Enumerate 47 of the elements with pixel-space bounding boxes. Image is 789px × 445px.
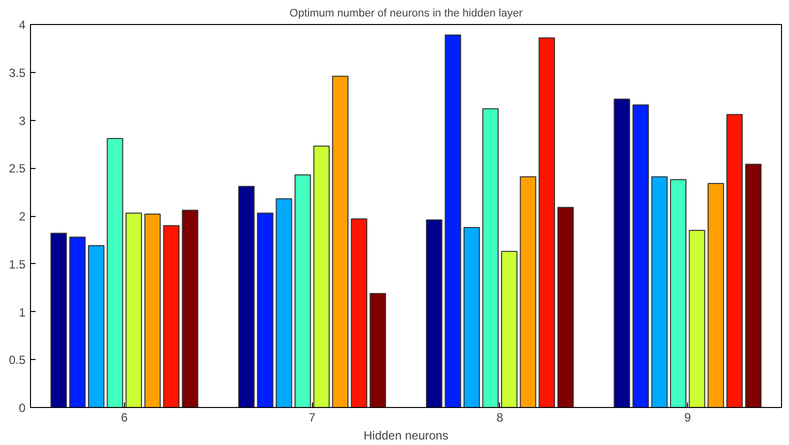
y-tick-label: 1.5 <box>8 257 26 272</box>
bar <box>520 176 536 408</box>
bar <box>370 293 386 408</box>
bar <box>313 146 330 408</box>
bar <box>144 214 161 408</box>
bar <box>726 114 743 408</box>
bar <box>688 230 706 408</box>
bar <box>182 210 198 408</box>
y-tick-label: 4 <box>18 18 26 32</box>
bar <box>557 206 574 408</box>
bar <box>256 212 274 408</box>
y-tick-label: 2.5 <box>8 162 26 176</box>
bar <box>332 76 348 408</box>
bar <box>50 232 67 408</box>
bar <box>651 176 668 408</box>
bar <box>708 182 724 408</box>
x-tick-label: 7 <box>308 410 316 424</box>
bar <box>126 212 142 408</box>
x-axis-title: Hidden neurons <box>364 428 448 442</box>
bar <box>69 236 86 408</box>
bar <box>426 219 442 408</box>
y-tick-label: 1 <box>18 305 26 320</box>
bar <box>294 174 311 408</box>
y-tick-label: 3.5 <box>8 66 26 80</box>
chart-title: Optimum number of neurons in the hidden layer <box>290 8 523 20</box>
bar <box>670 179 686 408</box>
bar <box>482 108 499 408</box>
x-tick-label: 8 <box>496 410 504 424</box>
y-tick-label: 2 <box>18 210 26 224</box>
y-tick-label: 0 <box>18 401 26 415</box>
bar <box>88 245 104 408</box>
bar <box>501 250 518 408</box>
bar <box>350 218 368 408</box>
y-tick-label: 0.5 <box>8 353 26 368</box>
bar <box>106 138 124 408</box>
x-tick-label: 9 <box>684 410 692 424</box>
bar <box>464 226 480 408</box>
bar <box>444 34 462 408</box>
bar <box>163 225 180 408</box>
bar <box>745 164 762 408</box>
bar <box>276 198 292 408</box>
bar <box>632 104 649 408</box>
y-tick-label: 3 <box>18 114 26 128</box>
bar <box>238 186 255 408</box>
bar <box>538 37 556 408</box>
bar <box>614 98 630 408</box>
x-tick-label: 6 <box>121 410 128 424</box>
